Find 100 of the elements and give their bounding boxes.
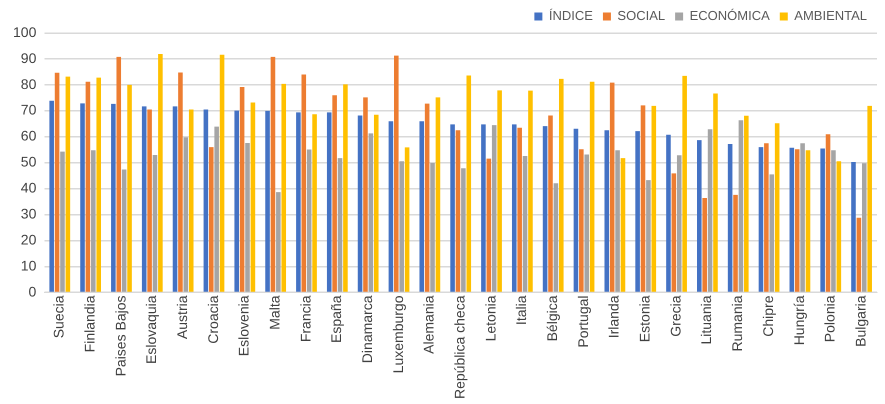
bar [856, 218, 862, 292]
bar [728, 144, 732, 292]
bar [542, 126, 548, 292]
bar [332, 95, 337, 292]
bar [851, 162, 856, 292]
bar [461, 168, 466, 292]
bar [178, 72, 183, 292]
bar [620, 158, 626, 292]
bar [590, 82, 594, 292]
bar [758, 147, 764, 292]
bar [306, 150, 312, 292]
bar [604, 130, 610, 292]
bar [652, 106, 656, 292]
bar [466, 76, 472, 292]
bar [635, 131, 640, 292]
bar [265, 110, 270, 292]
bar [790, 148, 794, 292]
y-tick-label: 60 [20, 128, 37, 144]
bar [584, 154, 590, 292]
bar [806, 150, 810, 292]
bar [343, 84, 348, 292]
x-tick-label: Suecia [50, 295, 67, 338]
y-tick-label: 20 [20, 231, 37, 248]
bar [738, 120, 744, 292]
bar [240, 86, 244, 292]
bar [672, 173, 676, 292]
bar [91, 150, 96, 292]
y-tick-label: 90 [20, 50, 37, 66]
bar [142, 106, 146, 292]
bar [646, 180, 651, 292]
bar [374, 114, 379, 292]
bar [296, 112, 301, 292]
bar [682, 76, 687, 292]
x-tick-label: Bélgica [544, 295, 560, 342]
bar [769, 174, 774, 292]
bar [326, 112, 332, 292]
bar [697, 140, 702, 292]
bar [486, 158, 492, 292]
x-tick-label: Polonia [822, 295, 838, 342]
bar [204, 110, 208, 292]
bar [116, 56, 122, 292]
y-tick-label: 70 [20, 102, 37, 118]
y-tick-label: 10 [20, 257, 37, 274]
bar [492, 125, 497, 292]
y-tick-label: 40 [20, 180, 37, 196]
bar [54, 72, 60, 292]
bar [184, 137, 188, 292]
bar [615, 150, 620, 292]
x-tick-label: República checa [452, 295, 468, 400]
bar [820, 148, 825, 292]
x-tick-label: Malta [266, 295, 283, 330]
bar [96, 78, 102, 292]
bar [188, 110, 194, 292]
y-tick-label: 30 [20, 206, 37, 222]
bar [522, 156, 528, 292]
bar [764, 143, 769, 292]
legend-label: AMBIENTAL [794, 8, 867, 24]
bar [702, 198, 707, 292]
bar [517, 128, 522, 292]
y-tick-label: 80 [20, 76, 37, 92]
bar [111, 104, 116, 292]
bar [49, 100, 54, 292]
y-tick-label: 50 [20, 154, 37, 170]
bar [862, 163, 867, 292]
bar [220, 54, 224, 292]
bar [826, 134, 830, 292]
bar [80, 103, 85, 292]
bar [554, 183, 558, 292]
x-tick-label: Letonia [482, 295, 498, 342]
bar [713, 93, 718, 292]
x-tick-label: Rumania [729, 295, 746, 352]
bar [733, 194, 738, 292]
bar [312, 114, 317, 292]
x-tick-label: Croacia [204, 295, 221, 344]
x-tick-label: Alemania [420, 295, 437, 354]
legend-label: ÍNDICE [548, 8, 594, 24]
bar [419, 121, 424, 292]
bar [358, 116, 362, 292]
bar [558, 78, 564, 292]
bar [794, 149, 800, 292]
bar [172, 106, 178, 292]
x-tick-label: Portugal [574, 295, 591, 348]
bar [281, 84, 286, 292]
bar [158, 54, 163, 292]
x-tick-label: Eslovaquia [143, 295, 160, 364]
x-tick-label: Chipre [760, 295, 776, 337]
x-tick-label: Hungría [790, 295, 807, 346]
bar [404, 147, 410, 292]
bar [394, 56, 399, 292]
bar [836, 161, 842, 292]
bar [399, 161, 404, 292]
x-tick-label: Paises Bajos [112, 295, 128, 376]
x-tick-label: Bulgaria [852, 295, 868, 347]
bar [481, 124, 486, 292]
bar [363, 97, 368, 292]
x-tick-label: Estonia [636, 295, 653, 342]
bar [528, 90, 533, 292]
x-tick-label: Austria [174, 295, 190, 340]
bar [147, 110, 152, 292]
y-tick-label: 0 [28, 283, 37, 300]
